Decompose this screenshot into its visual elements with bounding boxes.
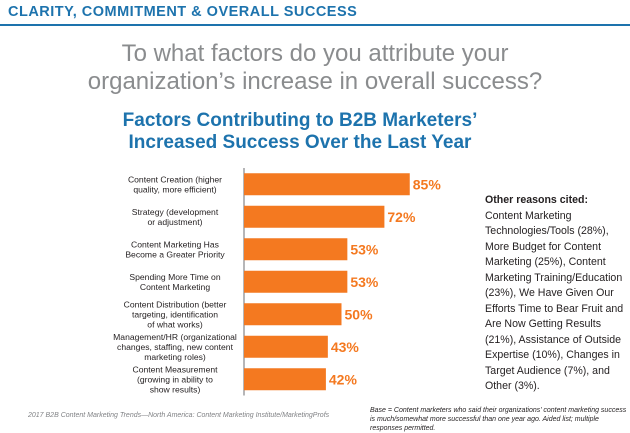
other-reasons-note: Other reasons cited: Content Marketing T… (485, 193, 625, 395)
section-title: CLARITY, COMMITMENT & OVERALL SUCCESS (8, 4, 358, 20)
bar-2 (244, 238, 348, 261)
category-label-3: Spending More Time on Content Marketing (129, 272, 220, 292)
bar-value-label-3: 53% (350, 274, 379, 290)
other-reasons-body: Content Marketing Technologies/Tools (28… (485, 209, 624, 393)
question-line-1: To what factors do you attribute your (121, 40, 509, 67)
category-label-6: Content Measurement (growing in ability t… (132, 364, 218, 394)
category-label-4: Content Distribution (better targeting, i… (124, 299, 227, 329)
survey-question: To what factors do you attribute your or… (0, 40, 630, 96)
category-label-5: Management/HR (organizational changes, st… (113, 332, 237, 362)
question-line-2: organization’s increase in overall succe… (87, 68, 543, 95)
bar-3 (244, 270, 348, 293)
bar-value-label-4: 50% (345, 306, 374, 322)
other-reasons-heading: Other reasons cited: (485, 194, 589, 206)
chart-title: Factors Contributing to B2B Marketers’ I… (100, 110, 500, 154)
chart-title-line-2: Increased Success Over the Last Year (128, 132, 472, 153)
bar-value-label-0: 85% (413, 176, 442, 192)
header-bar: CLARITY, COMMITMENT & OVERALL SUCCESS (0, 0, 630, 26)
bar-4 (244, 303, 342, 326)
bar-value-label-1: 72% (387, 209, 416, 225)
source-citation: 2017 B2B Content Marketing Trends—North … (28, 412, 330, 419)
header-divider (0, 24, 630, 26)
category-label-1: Strategy (development or adjustment) (132, 207, 219, 227)
bar-value-label-5: 43% (331, 339, 360, 355)
bar-6 (244, 368, 326, 391)
bar-1 (244, 205, 385, 228)
bar-5 (244, 335, 328, 358)
category-label-0: Content Creation (higher quality, more ef… (128, 174, 222, 194)
bar-value-label-6: 42% (329, 371, 358, 387)
bar-0 (244, 173, 410, 196)
category-label-2: Content Marketing Has Become a Greater Pr… (125, 239, 225, 259)
chart-title-line-1: Factors Contributing to B2B Marketers’ (122, 110, 478, 131)
base-footnote: Base = Content marketers who said their … (370, 407, 627, 432)
bar-value-label-2: 53% (350, 241, 379, 257)
